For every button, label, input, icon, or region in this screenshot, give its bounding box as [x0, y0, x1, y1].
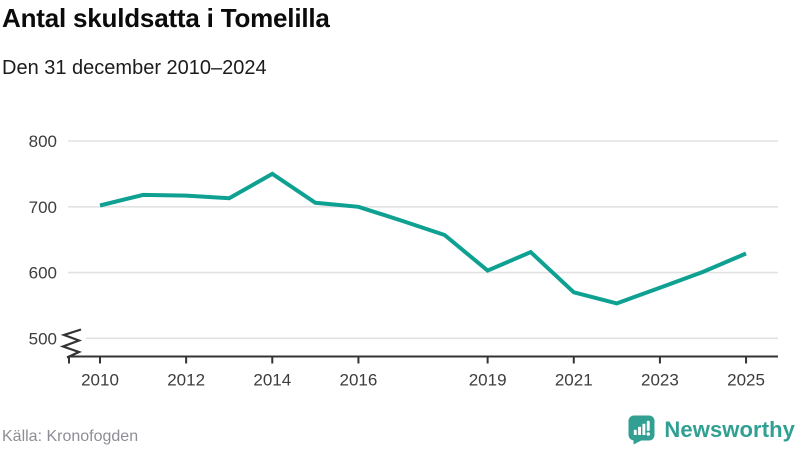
chart-subtitle: Den 31 december 2010–2024 [2, 57, 267, 79]
x-tick-label-2025: 2025 [727, 371, 765, 390]
x-tick-label-2021: 2021 [555, 371, 593, 390]
bar-3 [642, 423, 646, 435]
newsworthy-logo: Newsworthy [628, 415, 795, 445]
x-tick-label-2012: 2012 [167, 371, 205, 390]
x-tick-label-2023: 2023 [641, 371, 679, 390]
x-tick-label-2019: 2019 [469, 371, 507, 390]
y-tick-label-600: 600 [29, 264, 57, 283]
trend-line [99, 171, 747, 306]
x-tick-label-2016: 2016 [340, 371, 378, 390]
speech-bubble-shape [628, 415, 655, 445]
y-tick-label-500: 500 [29, 329, 57, 348]
chart-title: Antal skuldsatta i Tomelilla [2, 3, 330, 33]
axis-break-zigzag [59, 328, 83, 359]
newsworthy-wordmark: Newsworthy [664, 417, 795, 442]
y-tick-label-700: 700 [29, 198, 57, 217]
source-note: Källa: Kronofogden [2, 428, 139, 445]
x-tick-label-2014: 2014 [253, 371, 291, 390]
y-tick-label-800: 800 [29, 132, 57, 151]
bar-2 [638, 426, 642, 435]
x-tick-label-2010: 2010 [81, 371, 119, 390]
exclamation-dot [646, 432, 651, 436]
bar-chart-speech-bubble-icon [628, 415, 655, 445]
bar-1 [634, 429, 638, 435]
exclamation-bar [647, 420, 651, 431]
